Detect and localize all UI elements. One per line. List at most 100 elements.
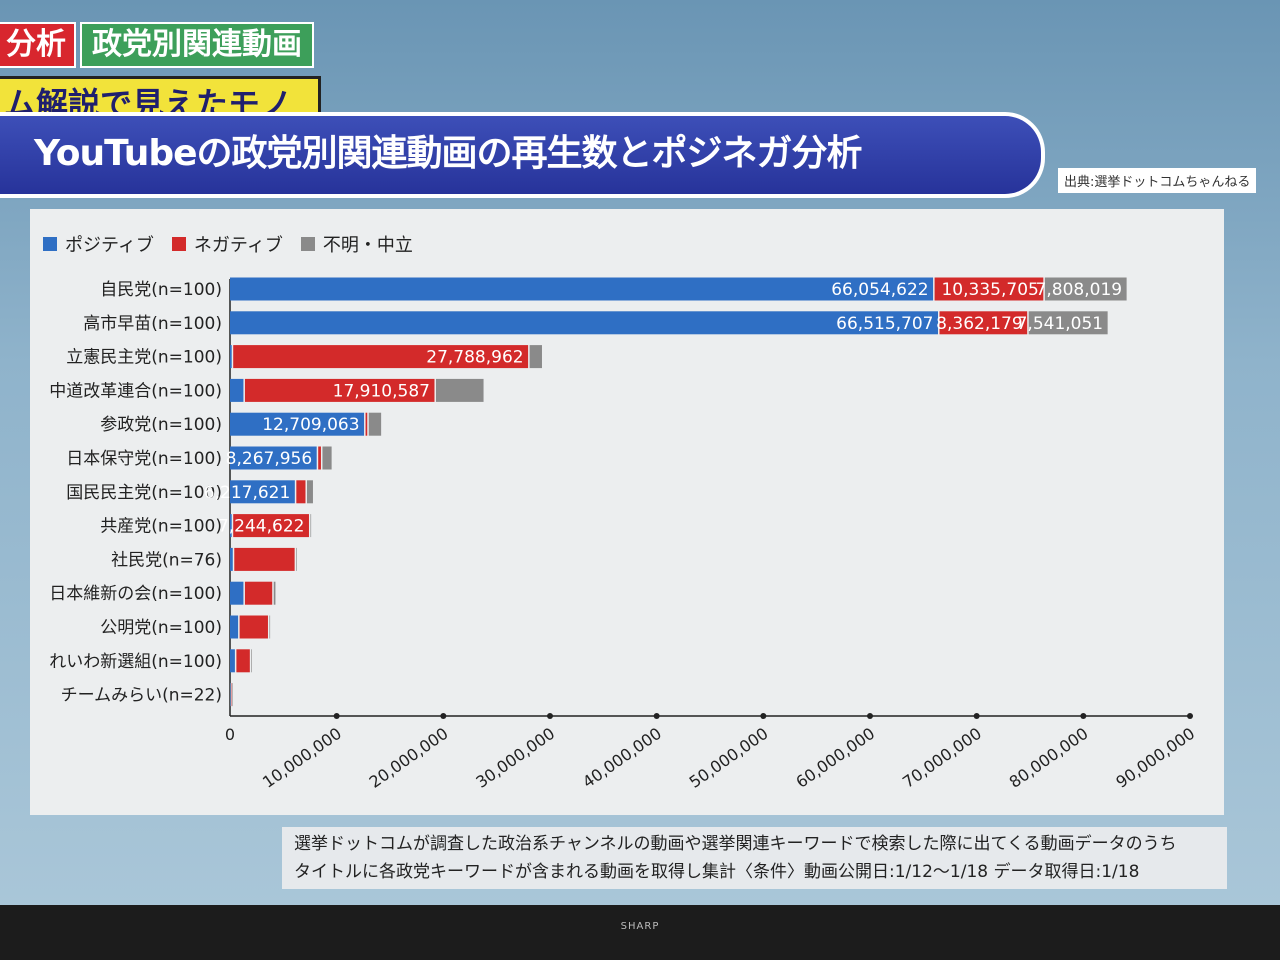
category-label: 日本保守党(n=100)	[66, 449, 222, 469]
bar-segment	[322, 446, 332, 470]
x-tick-mark	[333, 713, 340, 719]
bar-segment	[1044, 277, 1127, 301]
x-tick-mark	[547, 713, 553, 719]
x-tick-label: 10,000,000	[259, 724, 345, 792]
bar-segment	[234, 547, 295, 571]
category-label: 日本維新の会(n=100)	[49, 584, 222, 604]
bar-segment	[529, 345, 542, 369]
bar-segment	[231, 683, 233, 707]
category-label: 公明党(n=100)	[100, 618, 222, 638]
bar-segment	[269, 615, 271, 639]
bar-segment	[306, 480, 313, 504]
data-label: 7,541,051	[1017, 314, 1104, 334]
x-tick-mark	[760, 713, 767, 719]
chart-panel: ポジティブ ネガティブ 不明・中立 0 10,000,000 20,000,000 3…	[30, 209, 1224, 815]
bar-segment	[273, 581, 276, 605]
topic-tag: 分析 政党別関連動画	[0, 22, 314, 68]
source-credit: 出典:選挙ドットコムちゃんねる	[1058, 168, 1257, 193]
bar-segment	[232, 683, 233, 707]
bar-segment	[230, 547, 233, 571]
bar-segment	[230, 311, 939, 335]
footnote-line-2: タイトルに各政党キーワードが含まれる動画を取得し集計〈条件〉動画公開日:1/12…	[294, 862, 1140, 882]
data-label: 8,362,179	[936, 314, 1023, 334]
data-label: 6,217,621	[204, 483, 291, 503]
tv-bezel: SHARP	[0, 905, 1280, 960]
legend-label-positive: ポジティブ	[65, 235, 154, 256]
bar-segment	[230, 345, 232, 369]
category-label: 自民党(n=100)	[100, 280, 222, 300]
bar-segment	[230, 683, 231, 707]
data-label: 12,709,063	[262, 415, 359, 435]
bar-segment	[230, 480, 295, 504]
bar-segment	[230, 412, 365, 436]
bar-segment	[230, 615, 239, 639]
x-tick-label: 60,000,000	[792, 724, 878, 792]
category-label: チームみらい(n=22)	[61, 686, 222, 706]
bar-segment	[318, 446, 321, 470]
data-label: 27,788,962	[426, 348, 523, 368]
bar-segment	[435, 378, 484, 402]
bar-segment	[233, 514, 309, 538]
data-label: 66,054,622	[831, 280, 928, 300]
x-tick-label: 90,000,000	[1112, 724, 1198, 792]
bar-segment	[939, 311, 1028, 335]
category-label: れいわ新選組(n=100)	[49, 652, 222, 672]
bar-segment	[251, 649, 252, 673]
bar-segment	[296, 480, 306, 504]
category-label: 社民党(n=76)	[111, 550, 222, 570]
chart-title: YouTubeの政党別関連動画の再生数とポジネガ分析	[34, 133, 863, 174]
x-tick-label: 0	[225, 725, 235, 744]
x-tick-label: 70,000,000	[899, 724, 985, 792]
bar-segment	[233, 345, 529, 369]
x-tick-mark	[867, 713, 873, 719]
chart-legend: ポジティブ ネガティブ 不明・中立	[43, 231, 413, 257]
x-tick-mark	[440, 713, 447, 719]
bar-segment	[296, 547, 297, 571]
tv-screen: 分析 政党別関連動画 ム解説で見えたモノ YouTubeの政党別関連動画の再生数…	[0, 0, 1280, 905]
data-label: 10,335,705	[941, 280, 1038, 300]
x-tick-mark	[653, 713, 660, 719]
legend-item-negative: ネガティブ	[171, 231, 283, 257]
data-label: 66,515,707	[836, 314, 933, 334]
bar-segment	[310, 514, 312, 538]
legend-label-negative: ネガティブ	[193, 235, 283, 256]
data-label: 7,244,622	[218, 517, 305, 537]
bar-segment	[230, 277, 934, 301]
legend-label-neutral: 不明・中立	[322, 235, 413, 256]
topic-tag-red: 分析	[0, 22, 76, 68]
category-label: 中道改革連合(n=100)	[49, 381, 222, 401]
data-label: 17,910,587	[333, 381, 430, 401]
bar-segment	[244, 581, 273, 605]
footnote: 選挙ドットコムが調査した政治系チャンネルの動画や選挙関連キーワードで検索した際に…	[282, 827, 1227, 889]
topic-tag-green: 政党別関連動画	[80, 22, 314, 68]
x-tick-mark	[1187, 713, 1193, 719]
x-tick-label: 40,000,000	[579, 724, 665, 792]
stacked-bar-chart: 0 10,000,000 20,000,000 30,000,000 40,000,00…	[49, 277, 1198, 792]
category-label: 共産党(n=100)	[100, 517, 222, 537]
bar-segment	[368, 412, 382, 436]
x-tick-label: 80,000,000	[1006, 724, 1092, 792]
bar-segment	[230, 378, 244, 402]
bar-segment	[230, 649, 235, 673]
bar-segment	[365, 412, 368, 436]
category-label: 高市早苗(n=100)	[83, 314, 222, 334]
tv-brand-logo: SHARP	[620, 921, 660, 932]
footnote-line-1: 選挙ドットコムが調査した政治系チャンネルの動画や選挙関連キーワードで検索した際に…	[294, 834, 1177, 854]
bar-segment	[230, 446, 317, 470]
data-label: 8,267,956	[226, 449, 313, 469]
title-banner: YouTubeの政党別関連動画の再生数とポジネガ分析	[0, 112, 1045, 198]
x-tick-label: 50,000,000	[686, 724, 772, 792]
x-tick-label: 30,000,000	[472, 724, 558, 792]
legend-item-neutral: 不明・中立	[300, 231, 413, 257]
category-label: 国民民主党(n=100)	[66, 483, 222, 503]
legend-item-positive: ポジティブ	[43, 231, 154, 257]
x-tick-mark	[973, 713, 980, 719]
bar-segment	[244, 378, 435, 402]
bar-segment	[230, 581, 244, 605]
x-tick-mark	[1080, 713, 1087, 719]
legend-swatch-positive	[43, 237, 57, 251]
bar-segment	[236, 649, 250, 673]
legend-swatch-neutral	[300, 237, 315, 251]
bar-segment	[1028, 311, 1108, 335]
x-tick-label: 20,000,000	[366, 724, 452, 792]
